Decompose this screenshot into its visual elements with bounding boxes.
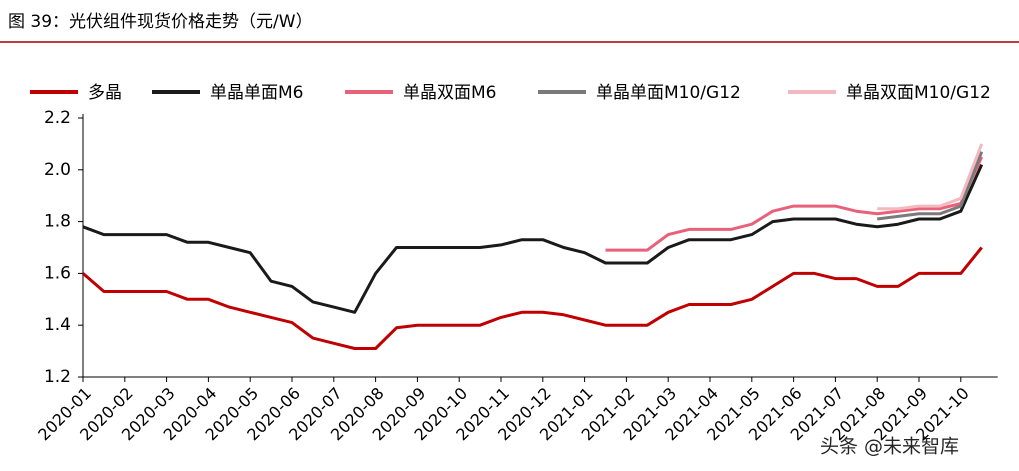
series-line xyxy=(877,151,984,221)
y-tick-label: 1.4 xyxy=(44,315,71,335)
y-tick-label: 1.2 xyxy=(44,367,71,387)
y-tick-label: 1.8 xyxy=(44,212,71,232)
legend-label: 单晶单面M6 xyxy=(210,83,303,103)
watermark: 头条 @未来智库 xyxy=(820,436,959,458)
series-line xyxy=(82,163,984,314)
legend-label: 单晶双面M10/G12 xyxy=(846,83,991,103)
series-line xyxy=(877,143,984,211)
chart-title: 图 39：光伏组件现货价格走势（元/W） xyxy=(8,12,313,32)
legend-label: 单晶双面M6 xyxy=(403,83,496,103)
series-line xyxy=(82,246,983,350)
y-tick-label: 2.0 xyxy=(44,160,71,180)
y-tick-label: 2.2 xyxy=(44,108,71,128)
legend-label: 多晶 xyxy=(88,83,122,103)
series-line xyxy=(605,156,984,252)
legend-label: 单晶单面M10/G12 xyxy=(596,83,741,103)
y-tick-label: 1.6 xyxy=(44,263,71,283)
